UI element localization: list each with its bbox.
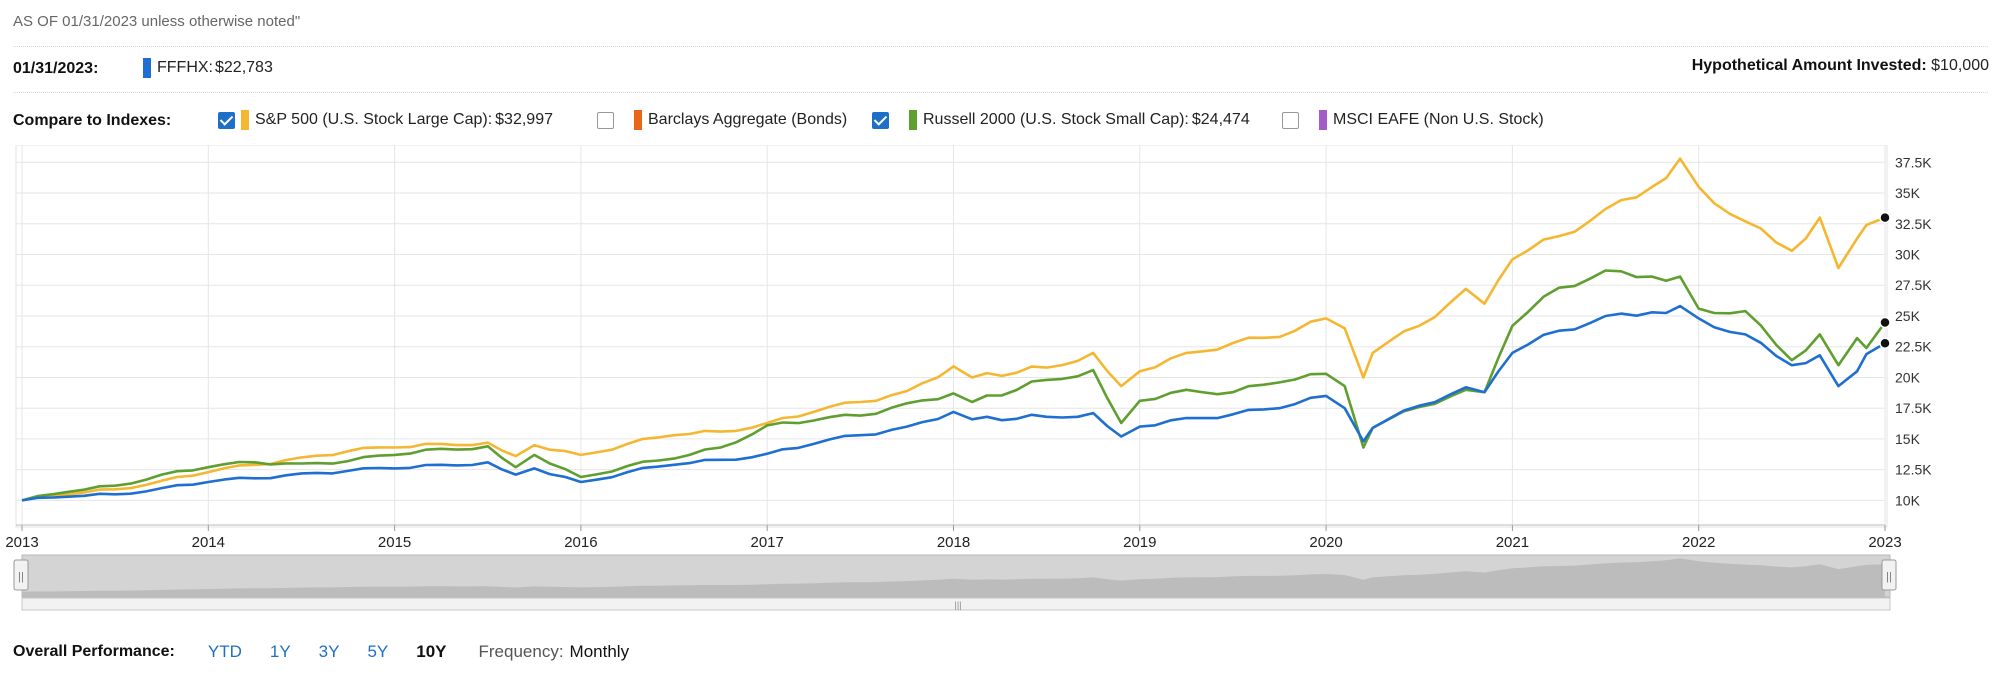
x-tick-label: 2018 [937,534,970,551]
plot-frame [15,145,1888,528]
russell-value: $24,474 [1191,111,1250,128]
fund-label: FFFHX: [157,59,213,76]
x-tick-label: 2021 [1496,534,1529,551]
chart-grid [15,145,1888,531]
fund-line [21,304,1886,502]
russell-color-swatch [909,110,917,130]
performance-label: Overall Performance: [13,643,175,660]
period-3y[interactable]: 3Y [318,642,340,661]
fund-color-swatch [143,58,151,78]
y-tick-label: 22.5K [1895,339,1932,355]
divider [13,46,1988,47]
x-tick-label: 2023 [1868,534,1901,551]
y-axis-labels: 10K 12.5K 15K 17.5K 20K 22.5K 25K 27.5K 30K 32.5K… [1895,154,1932,508]
x-tick-label: 2016 [564,534,597,551]
as-of-note: AS OF 01/31/2023 unless otherwise noted" [13,13,301,30]
fund-end-marker [1879,337,1891,349]
x-tick-label: 2017 [751,534,784,551]
navigator: || ||||| [13,554,1897,611]
frequency-label: Frequency: [478,642,564,661]
frequency-value[interactable]: Monthly [569,642,630,661]
hypothetical-value: $10,000 [1931,57,1989,74]
navigator-handle-left [13,559,29,591]
msci-label: MSCI EAFE (Non U.S. Stock) [1333,111,1544,128]
russell-label: Russell 2000 (U.S. Stock Small Cap): [923,111,1189,128]
y-tick-label: 37.5K [1895,154,1932,170]
msci-color-swatch [1319,110,1327,130]
x-tick-label: 2020 [1309,534,1342,551]
compare-label: Compare to Indexes: [13,112,172,129]
period-1y[interactable]: 1Y [269,642,291,661]
x-tick-label: 2019 [1123,534,1156,551]
divider [13,92,1988,93]
x-tick-label: 2022 [1682,534,1715,551]
y-tick-label: 25K [1895,308,1921,324]
fund-value: $22,783 [215,59,273,76]
sp500-label: S&P 500 (U.S. Stock Large Cap): [255,111,493,128]
y-tick-label: 32.5K [1895,216,1932,232]
x-tick-label: 2013 [5,534,38,551]
sp500-value: $32,997 [495,111,553,128]
barclays-checkbox[interactable] [597,111,614,129]
y-tick-label: 20K [1895,369,1921,385]
y-tick-label: 12.5K [1895,462,1932,478]
barclays-color-swatch [634,110,642,130]
index-msci[interactable]: MSCI EAFE (Non U.S. Stock) [1282,110,1544,130]
x-axis-labels: 2013 2014 2015 2016 2017 2018 2019 2020 2021 2022… [5,534,1901,551]
y-tick-label: 27.5K [1895,277,1932,293]
sp500-end-marker [1879,211,1891,224]
overall-performance-bar: Overall Performance: YTD 1Y 3Y 5Y 10Y Fr… [13,642,629,662]
period-ytd[interactable]: YTD [207,642,242,661]
navigator-scrollbar [21,597,1891,611]
y-tick-label: 17.5K [1895,400,1932,416]
y-tick-label: 35K [1895,185,1921,201]
period-5y[interactable]: 5Y [367,642,389,661]
barclays-label: Barclays Aggregate (Bonds) [648,111,848,128]
y-tick-label: 30K [1895,247,1921,263]
x-tick-label: 2014 [192,534,225,551]
russell-end-marker [1879,316,1891,329]
navigator-area [22,558,1885,597]
hypothetical-amount: Hypothetical Amount Invested: $10,000 [1692,57,1989,75]
navigator-scrollbar-grip: ||| [954,600,961,610]
russell-line [21,269,1887,502]
performance-chart: 10K 12.5K 15K 17.5K 20K 22.5K 25K 27.5K 30K 32.5K… [5,145,1932,611]
index-barclays[interactable]: Barclays Aggregate (Bonds) [597,110,847,130]
navigator-handle-left-grip: || [18,571,24,583]
navigator-handle-right-grip: || [1886,571,1892,583]
y-tick-label: 15K [1895,431,1921,447]
sp500-checkbox[interactable] [218,111,235,129]
date-label: 01/31/2023: [13,60,99,77]
index-sp500[interactable]: S&P 500 (U.S. Stock Large Cap): $32,997 [218,110,553,130]
y-tick-label: 10K [1895,492,1921,508]
period-10y[interactable]: 10Y [416,642,447,661]
index-russell[interactable]: Russell 2000 (U.S. Stock Small Cap): $24,… [872,110,1250,130]
msci-checkbox[interactable] [1282,111,1299,129]
x-tick-label: 2015 [378,534,411,551]
hypothetical-label: Hypothetical Amount Invested: [1691,57,1927,74]
sp500-color-swatch [241,110,249,130]
sp500-line [21,157,1886,502]
chart-series [21,157,1891,502]
compare-row: Compare to Indexes: S&P 500 (U.S. Stock … [13,110,1713,134]
navigator-handle-right [1881,559,1897,591]
fund-legend: FFFHX: $22,783 [143,58,273,78]
russell-checkbox[interactable] [872,111,889,129]
